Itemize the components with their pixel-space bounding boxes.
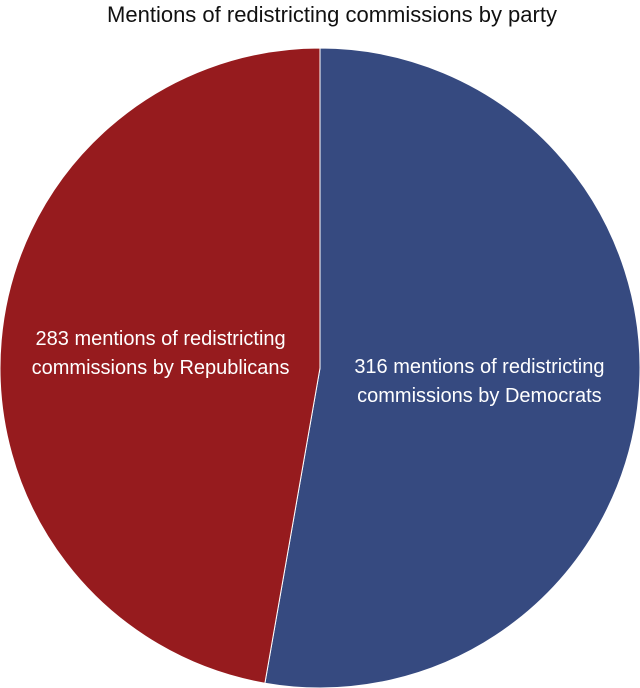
pie-slice xyxy=(0,47,321,684)
pie-slice xyxy=(264,47,640,688)
slice-label: 283 mentions of redistricting commission… xyxy=(31,328,290,380)
slice-label: 316 mentions of redistricting commission… xyxy=(354,355,605,407)
chart-title: Mentions of redistricting commissions by… xyxy=(107,2,557,27)
